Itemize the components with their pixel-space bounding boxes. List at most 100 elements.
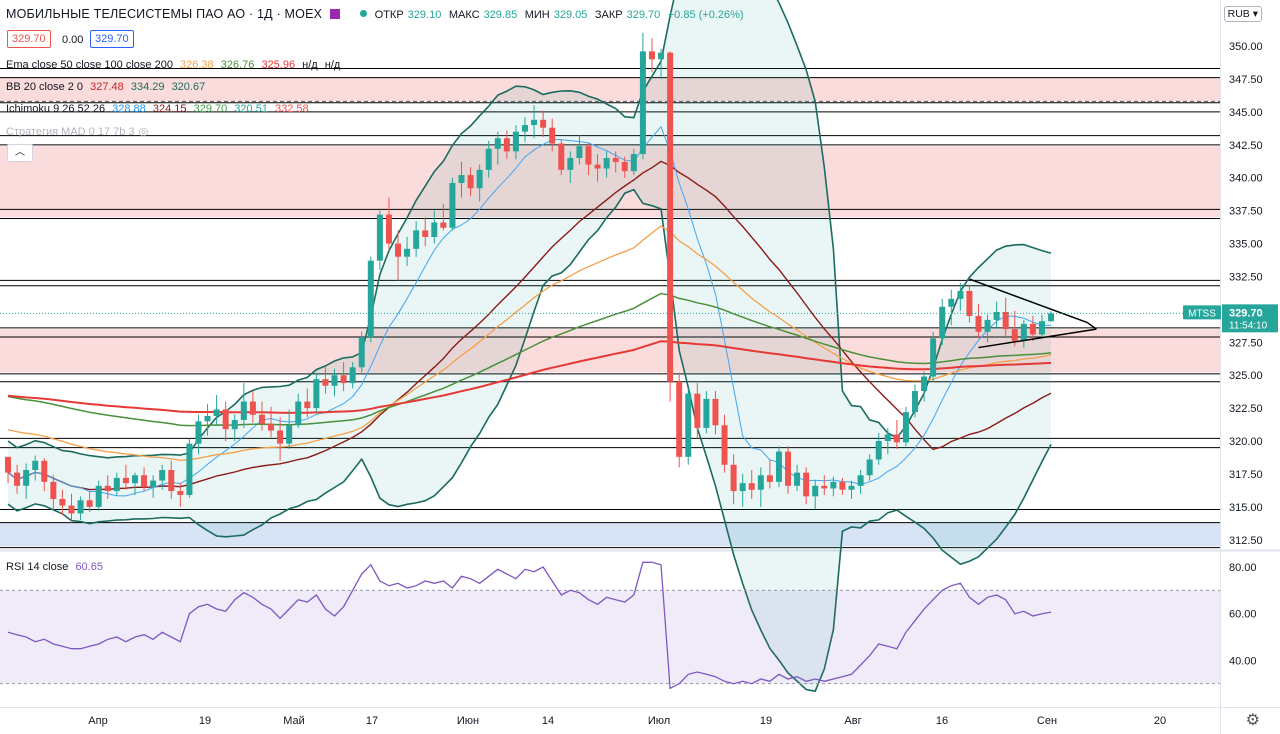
candle-body — [295, 401, 302, 426]
price-tick-label: 350.00 — [1229, 41, 1263, 53]
candle-body — [322, 379, 329, 386]
candle-body — [821, 485, 828, 489]
rsi-legend[interactable]: RSI 14 close 60.65 — [6, 561, 107, 573]
candle — [775, 446, 782, 488]
currency-select[interactable]: RUB ▾ — [1223, 6, 1262, 22]
candle-body — [358, 337, 365, 368]
ema-legend[interactable]: Ema close 50 close 100 close 200 326.38 … — [6, 59, 344, 71]
candle — [1048, 311, 1055, 322]
candle — [195, 414, 202, 455]
ichimoku-legend[interactable]: Ichimoku 9 26 52 26 328.88 324.15 329.70… — [6, 103, 313, 115]
last-price-text: 329.70 — [1229, 307, 1263, 319]
ema200-value: 325.96 — [261, 59, 296, 71]
candle-body — [23, 470, 30, 486]
strategy-legend[interactable]: Стратегия MAD 0 17 7b 3 ◎ — [6, 125, 152, 138]
time-tick-label: 16 — [936, 715, 948, 727]
candle-body — [431, 222, 438, 237]
candle-body — [177, 491, 184, 496]
ema100-value: 326.76 — [220, 59, 255, 71]
candle — [295, 393, 302, 428]
close-value: 329.70 — [626, 9, 661, 21]
bb-lower-line — [7, 188, 1052, 693]
candle — [603, 151, 610, 178]
ema-na-2: н/д — [324, 59, 341, 71]
candle — [431, 210, 438, 244]
time-tick-label: Май — [283, 715, 305, 727]
candle-body — [540, 119, 547, 128]
candle — [612, 151, 619, 173]
candle-body — [150, 480, 157, 488]
candle — [576, 135, 583, 165]
candle — [975, 304, 982, 339]
candle-body — [485, 148, 492, 170]
candle-body — [367, 260, 374, 338]
last-price-badge — [1222, 304, 1278, 333]
candle-body — [567, 157, 574, 170]
candle — [385, 197, 392, 251]
candle-body — [939, 306, 946, 339]
eye-hidden-icon[interactable]: ◎ — [138, 126, 149, 138]
buy-price-box[interactable]: 329.70 — [90, 30, 134, 48]
open-label: ОТКР — [374, 9, 404, 21]
ichimoku-base-line — [7, 160, 1052, 491]
collapse-legend-button[interactable]: ︿ — [7, 144, 33, 162]
candle — [440, 204, 447, 231]
candle — [240, 383, 247, 428]
candle — [730, 454, 737, 505]
time-tick-label: Сен — [1037, 715, 1057, 727]
flag-icon — [330, 9, 341, 19]
candle — [458, 161, 465, 198]
ema200-line — [7, 340, 1052, 414]
bb-legend[interactable]: BB 20 close 2 0 327.48 334.29 320.67 — [6, 81, 209, 93]
candle — [921, 371, 928, 402]
candle — [204, 404, 211, 436]
price-tick-label: 337.50 — [1229, 206, 1263, 218]
candle — [313, 372, 320, 413]
candle-body — [376, 214, 383, 261]
candle — [531, 105, 538, 139]
symbol-title[interactable]: МОБИЛЬНЫЕ ТЕЛЕСИСТЕМЫ ПАО АО · 1Д · MOEX — [6, 7, 323, 21]
candle-body — [585, 146, 592, 165]
high-label: МАКС — [448, 9, 480, 21]
candle — [957, 283, 964, 311]
currency-label: RUB — [1227, 8, 1250, 20]
candle — [930, 331, 937, 382]
candle — [376, 210, 383, 270]
candle — [168, 460, 175, 499]
candle — [485, 140, 492, 178]
high-value: 329.85 — [483, 9, 518, 21]
zone-1 — [0, 146, 1220, 218]
candle — [558, 139, 565, 176]
candle-body — [413, 230, 420, 249]
candle-body — [839, 481, 846, 490]
settings-gear-icon[interactable]: ⚙ — [1245, 712, 1260, 729]
bb-fill — [8, 0, 1051, 692]
candle — [585, 143, 592, 176]
triangle-lower-line — [978, 328, 1097, 349]
candle — [476, 164, 483, 202]
candle-body — [113, 477, 120, 492]
candle-body — [1011, 329, 1018, 341]
spread-value: 0.00 — [62, 34, 84, 46]
sell-price-box[interactable]: 329.70 — [7, 30, 51, 48]
candle-body — [531, 119, 538, 126]
change-value: +0.85 (+0.26%) — [667, 9, 744, 21]
candle — [159, 464, 166, 490]
candle — [812, 480, 819, 510]
candle-body — [213, 409, 220, 417]
candle — [494, 131, 501, 165]
price-tick-label: 312.50 — [1229, 535, 1263, 547]
candle — [621, 156, 628, 178]
candle-body — [1038, 321, 1045, 335]
triangle-upper-line — [969, 278, 1088, 324]
candle — [1038, 314, 1045, 339]
candle — [304, 388, 311, 418]
candle — [286, 409, 293, 449]
candle-body — [694, 393, 701, 428]
candle — [766, 459, 773, 489]
candle-body — [794, 472, 801, 486]
candle-body — [703, 398, 710, 428]
candle — [912, 384, 918, 418]
ichimoku-label: Ichimoku 9 26 52 26 — [6, 103, 106, 115]
